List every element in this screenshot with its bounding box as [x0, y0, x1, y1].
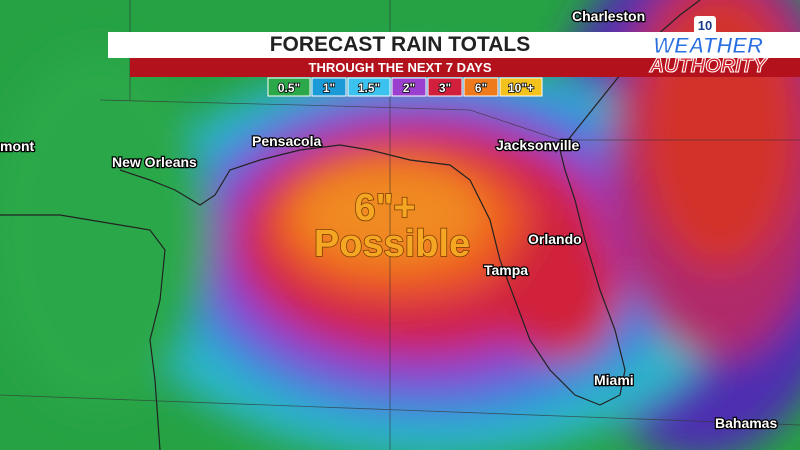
- annotation-line2: Possible: [314, 223, 470, 265]
- logo-channel: 10: [698, 18, 712, 33]
- logo-line1: WEATHER: [653, 33, 763, 58]
- city-label: mont: [0, 138, 35, 154]
- city-label: Miami: [594, 372, 634, 388]
- legend-swatch: [311, 77, 347, 97]
- legend: 0.5" 1" 1.5" 2" 3" 6" 10"+: [267, 77, 543, 97]
- city-labels: Charleston mont New Orleans Pensacola Ja…: [0, 7, 779, 433]
- title-band: [108, 32, 800, 58]
- header: FORECAST RAIN TOTALS THROUGH THE NEXT 7 …: [108, 32, 800, 97]
- city-label: Bahamas: [715, 415, 777, 431]
- legend-label: 1": [323, 81, 335, 95]
- city-label: Charleston: [572, 8, 645, 24]
- legend-swatch: [267, 77, 311, 97]
- subtitle-band: [130, 58, 800, 77]
- legend-label: 2": [403, 81, 415, 95]
- legend-swatch: [347, 77, 391, 97]
- logo-badge: [694, 16, 716, 34]
- subtitle: THROUGH THE NEXT 7 DAYS: [309, 60, 492, 75]
- legend-label: 3": [439, 81, 451, 95]
- legend-label: 0.5": [278, 81, 300, 95]
- legend-swatch: [427, 77, 463, 97]
- logo: 10 WEATHER AUTHORITY: [648, 16, 768, 78]
- city-label: New Orleans: [112, 154, 197, 170]
- legend-swatch: [499, 77, 543, 97]
- city-label: Jacksonville: [496, 137, 579, 153]
- legend-label: 1.5": [358, 81, 380, 95]
- legend-swatch: [391, 77, 427, 97]
- city-label: Pensacola: [252, 133, 321, 149]
- legend-label: 6": [475, 81, 487, 95]
- legend-label: 10"+: [508, 81, 534, 95]
- legend-swatch: [463, 77, 499, 97]
- city-label: Orlando: [528, 231, 582, 247]
- annotation-line1: 6"+: [354, 187, 415, 229]
- annotation: 6"+ Possible: [313, 186, 471, 266]
- logo-line2: AUTHORITY: [649, 55, 768, 77]
- title: FORECAST RAIN TOTALS: [270, 33, 531, 56]
- city-label: Tampa: [484, 262, 528, 278]
